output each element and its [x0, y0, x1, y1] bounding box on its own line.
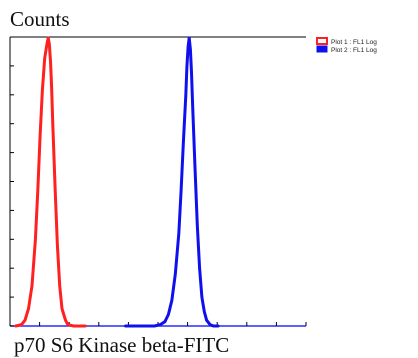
series-layer — [14, 36, 220, 328]
legend-label-1: Plot 1 : FL1 Log — [331, 39, 377, 46]
legend-item-1: Plot 1 : FL1 Log — [316, 37, 377, 46]
legend-swatch-2 — [316, 45, 328, 53]
series-line-2 — [124, 36, 220, 328]
legend: Plot 1 : FL1 Log Plot 2 : FL1 Log — [316, 37, 377, 54]
x-axis-label: p70 S6 Kinase beta-FITC — [14, 333, 229, 357]
legend-label-2: Plot 2 : FL1 Log — [331, 47, 377, 54]
legend-swatch-1 — [316, 37, 328, 45]
series-line-1 — [14, 36, 87, 328]
y-axis-label: Counts — [10, 7, 70, 31]
legend-item-2: Plot 2 : FL1 Log — [316, 45, 377, 54]
y-axis-ticks — [10, 36, 14, 327]
